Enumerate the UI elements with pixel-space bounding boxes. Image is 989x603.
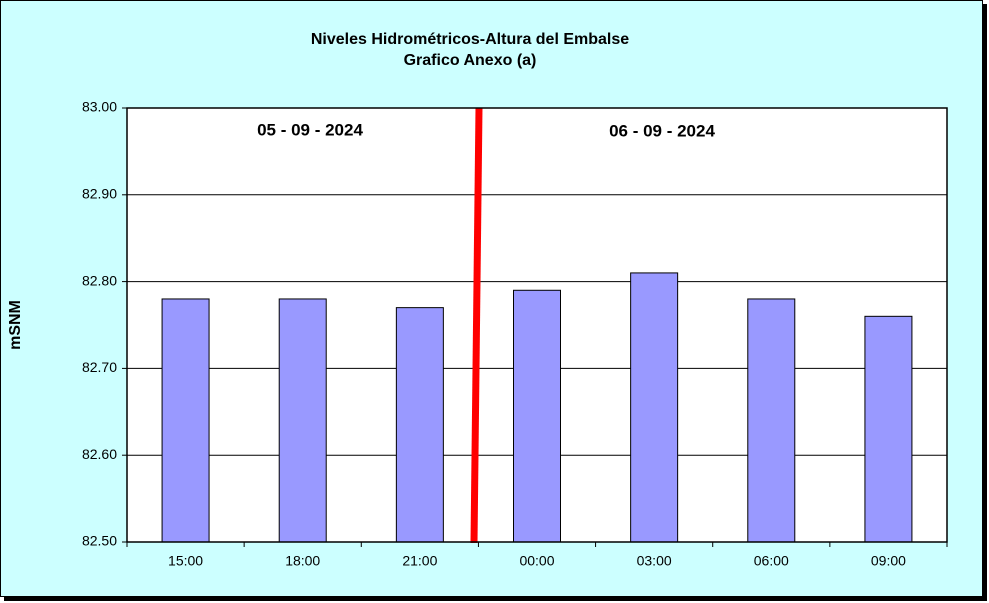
y-tick-label: 82.60 <box>82 446 117 462</box>
bar <box>864 315 913 543</box>
y-axis-label: mSNM <box>7 300 24 350</box>
chart-subtitle: Grafico Anexo (a) <box>404 52 537 69</box>
y-tick-label: 83.00 <box>82 99 117 115</box>
bar <box>395 307 444 543</box>
x-tick-label: 06:00 <box>754 553 789 569</box>
bar <box>747 298 796 543</box>
annotation: 06 - 09 - 2024 <box>609 121 715 140</box>
annotation: 05 - 09 - 2024 <box>257 120 363 139</box>
plot-border <box>126 107 948 543</box>
bar <box>513 289 561 543</box>
y-tick-label: 82.90 <box>82 186 117 202</box>
x-tick-label: 09:00 <box>871 553 906 569</box>
y-tick-label: 82.50 <box>82 533 117 549</box>
x-tick-label: 21:00 <box>402 553 437 569</box>
bar <box>278 298 327 543</box>
x-tick-label: 18:00 <box>285 553 320 569</box>
bar <box>630 272 679 543</box>
date-separator <box>470 107 483 544</box>
y-tick-label: 82.80 <box>82 272 117 288</box>
x-tick-label: 00:00 <box>519 553 554 569</box>
bar <box>161 298 210 543</box>
chart-title: Niveles Hidrométricos-Altura del Embalse <box>311 31 629 48</box>
x-tick-label: 15:00 <box>168 553 203 569</box>
y-tick-label: 82.70 <box>82 359 117 375</box>
x-tick-label: 03:00 <box>637 553 672 569</box>
